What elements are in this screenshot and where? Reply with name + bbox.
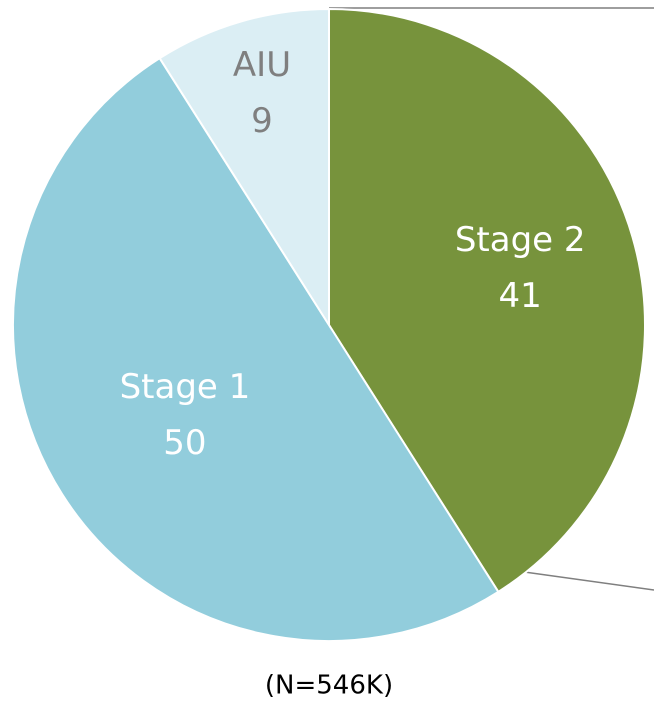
pie-slice [158,7,330,329]
pie-slice [328,7,646,594]
slice-category: Stage 1 [120,367,251,407]
note: (N=546K) [265,671,393,701]
slice-value: 41 [499,276,542,316]
pie-slice [12,56,500,642]
slice-value: 9 [251,101,273,141]
connector-line [509,569,654,591]
slice-value: 50 [163,423,206,463]
pie [12,7,646,642]
slice-category: AIU [233,45,291,85]
slice-labels: Stage 2 41 Stage 1 50 AIU 9 [120,45,586,463]
slice-category: Stage 2 [455,220,586,260]
